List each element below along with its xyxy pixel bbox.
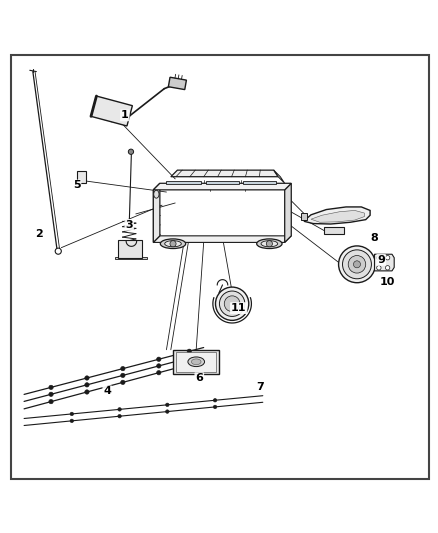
Polygon shape (285, 183, 291, 243)
Circle shape (348, 255, 366, 273)
Circle shape (49, 399, 53, 404)
Bar (324, 227, 344, 233)
Polygon shape (171, 170, 278, 177)
Text: 9: 9 (377, 255, 385, 265)
Circle shape (70, 419, 74, 423)
Text: 5: 5 (73, 181, 81, 190)
Circle shape (170, 241, 176, 247)
Circle shape (121, 373, 125, 377)
Circle shape (49, 392, 53, 397)
Circle shape (213, 399, 217, 402)
Circle shape (85, 390, 89, 394)
Ellipse shape (160, 239, 186, 248)
Polygon shape (153, 183, 291, 190)
Circle shape (70, 412, 74, 416)
Bar (173, 350, 219, 374)
Circle shape (157, 357, 161, 361)
Text: 2: 2 (35, 229, 43, 239)
Bar (301, 213, 307, 220)
Circle shape (266, 241, 272, 247)
Circle shape (187, 356, 191, 360)
Ellipse shape (154, 190, 159, 198)
Polygon shape (206, 181, 239, 184)
Circle shape (157, 364, 161, 368)
Circle shape (49, 385, 53, 390)
Circle shape (343, 250, 371, 279)
Bar (118, 240, 142, 258)
Circle shape (377, 255, 381, 260)
Polygon shape (91, 96, 132, 126)
Polygon shape (153, 183, 160, 243)
Circle shape (224, 296, 240, 312)
Circle shape (55, 248, 61, 254)
Circle shape (157, 370, 161, 375)
Circle shape (353, 261, 360, 268)
Circle shape (85, 383, 89, 387)
Ellipse shape (191, 359, 201, 365)
Text: 3: 3 (125, 220, 133, 230)
Polygon shape (311, 211, 364, 222)
Ellipse shape (188, 357, 205, 367)
Circle shape (219, 291, 245, 317)
Circle shape (377, 265, 381, 270)
Text: 11: 11 (231, 303, 247, 313)
Circle shape (121, 380, 125, 384)
Circle shape (385, 265, 390, 270)
Polygon shape (243, 181, 276, 184)
Polygon shape (166, 181, 201, 184)
Circle shape (187, 362, 191, 367)
Text: 7: 7 (257, 382, 265, 392)
Circle shape (118, 415, 121, 418)
Circle shape (187, 349, 191, 353)
Circle shape (128, 149, 134, 155)
Ellipse shape (165, 241, 181, 247)
Text: 4: 4 (103, 386, 111, 397)
Polygon shape (168, 77, 187, 90)
Bar (176, 352, 216, 372)
Circle shape (85, 376, 89, 380)
Text: 6: 6 (195, 373, 203, 383)
Bar (77, 171, 86, 183)
Circle shape (121, 366, 125, 371)
Circle shape (118, 408, 121, 411)
Polygon shape (374, 254, 394, 271)
Circle shape (339, 246, 375, 282)
Text: 1: 1 (121, 110, 129, 120)
Polygon shape (115, 257, 147, 259)
Polygon shape (304, 207, 370, 224)
Polygon shape (274, 170, 285, 183)
Ellipse shape (261, 241, 278, 247)
Polygon shape (153, 236, 291, 243)
Text: 10: 10 (380, 277, 396, 287)
Text: 8: 8 (371, 233, 378, 243)
Circle shape (385, 255, 390, 260)
Ellipse shape (257, 239, 282, 248)
Circle shape (166, 403, 169, 407)
Circle shape (213, 405, 217, 409)
Circle shape (166, 410, 169, 413)
Circle shape (215, 287, 249, 320)
